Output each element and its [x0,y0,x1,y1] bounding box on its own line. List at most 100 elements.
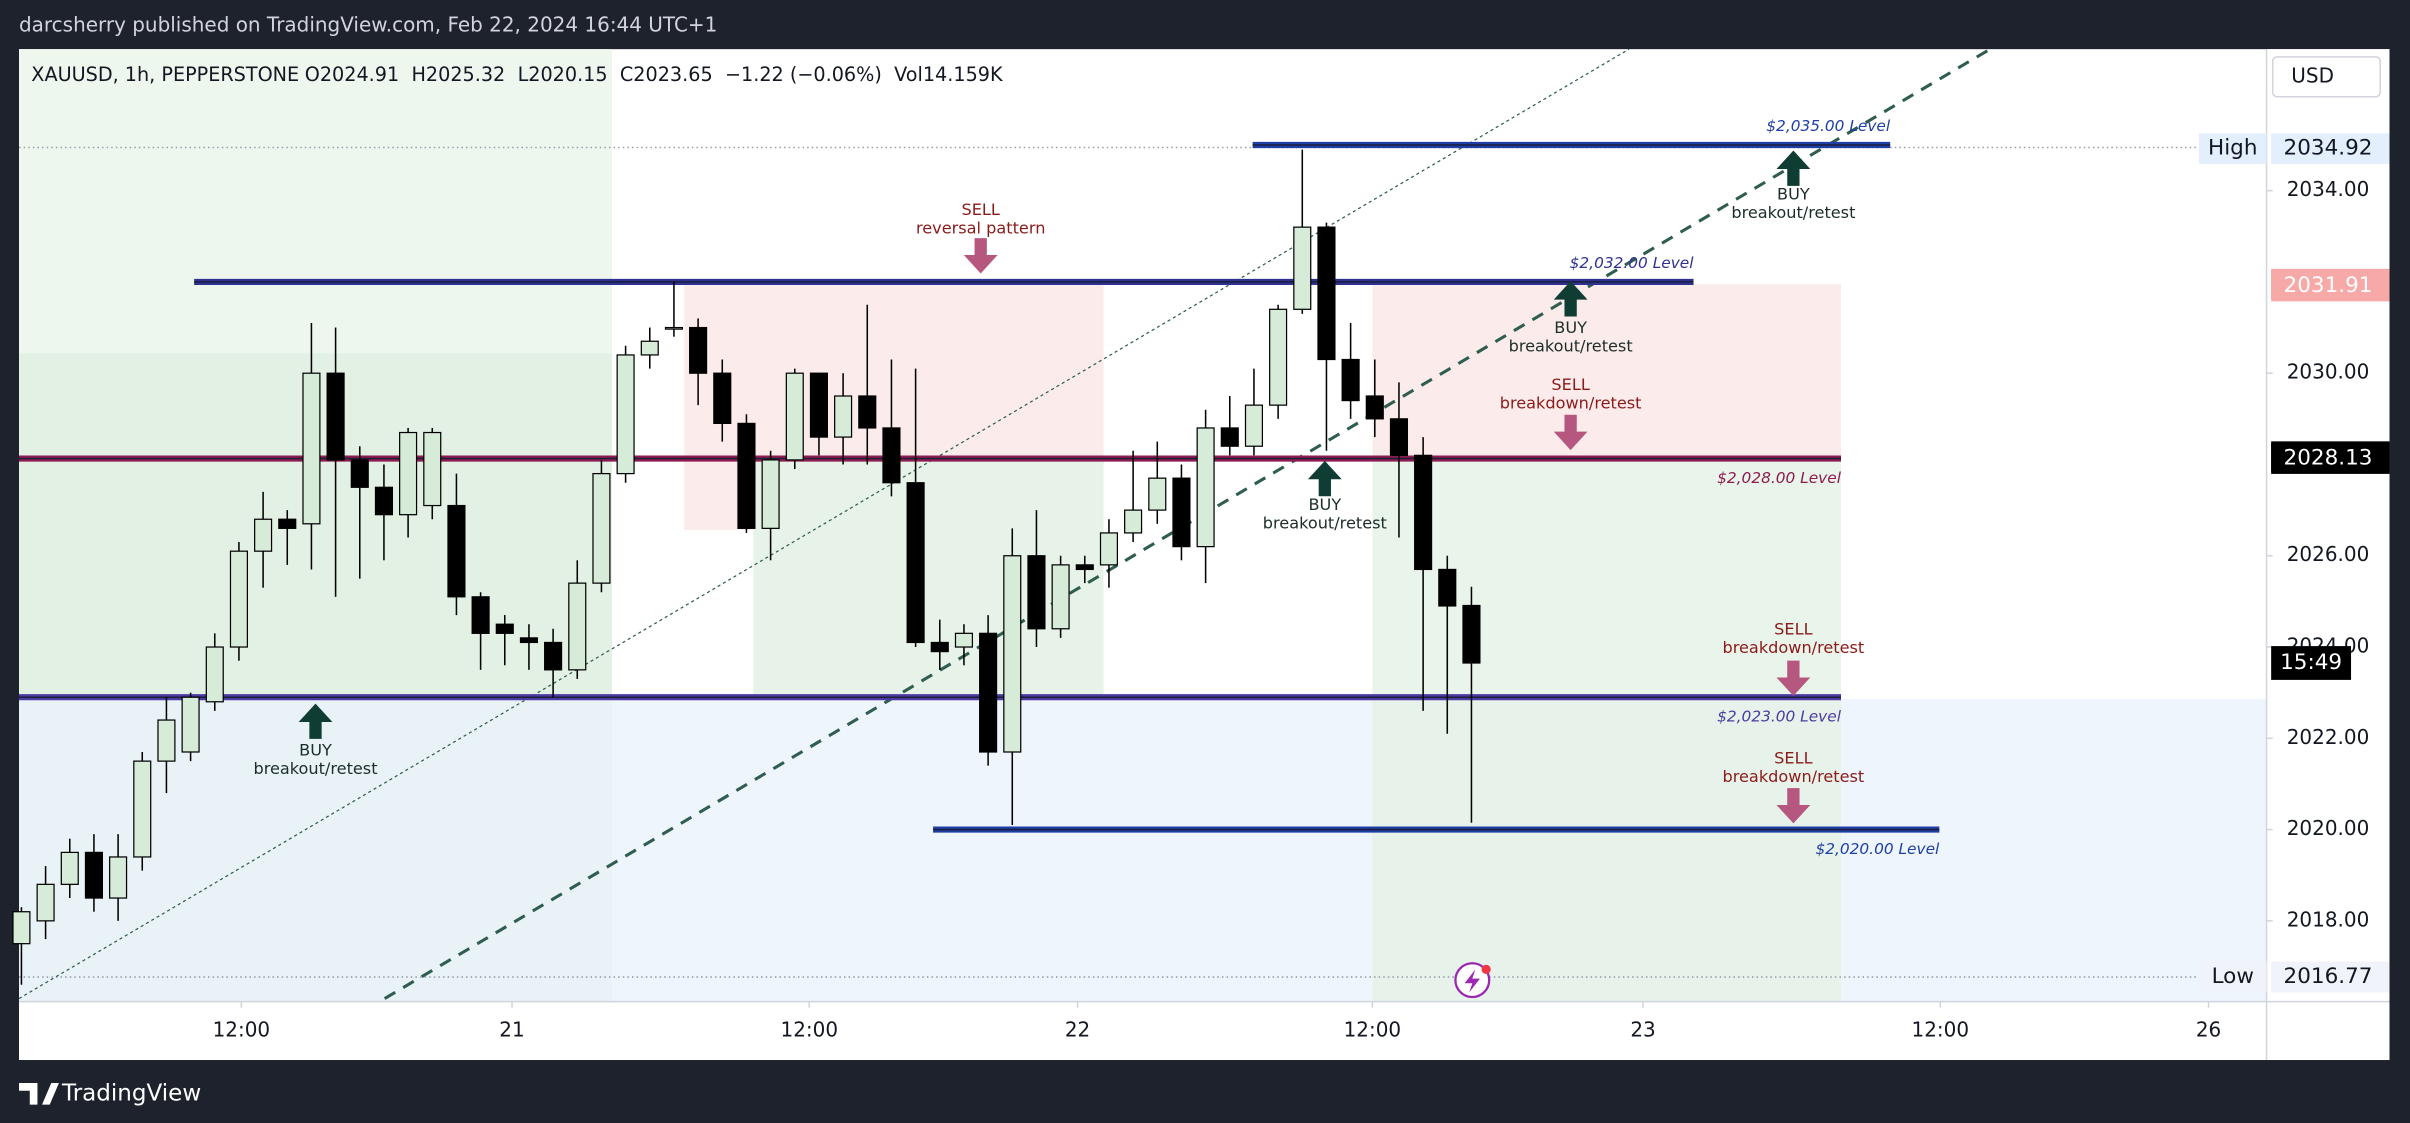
candle-body [229,550,248,648]
candle-body [713,372,732,425]
level-label: $2,020.00 Level [1815,840,1940,858]
ohlc-value: O2024.91 [305,63,399,86]
annotation-action: BUY [1308,495,1341,514]
annotation-note: breakout/retest [1509,337,1633,356]
price-badge [2271,443,2390,474]
price-badge-label: High [2208,136,2257,161]
candle-body [399,431,418,516]
candle-body [205,646,224,703]
candle-body [809,372,829,438]
annotation-note: breakout/retest [253,759,377,778]
annotation-note: reversal pattern [916,218,1045,237]
countdown-badge [2271,646,2352,680]
candle-body [423,431,442,507]
level-label: $2,028.00 Level [1717,469,1842,487]
price-badge-value: 2031.91 [2284,273,2373,298]
candle-body [737,422,756,529]
candle-body [640,340,659,356]
candle-body [1003,555,1022,753]
annotation-note: breakdown/retest [1723,638,1865,657]
price-axis [2266,49,2390,1061]
ohlc-value: L2020.15 [518,63,608,86]
price-badge-value: 2028.13 [2284,446,2373,471]
candle-body [350,459,369,488]
candle-body [616,354,635,475]
annotation-action: BUY [1777,185,1810,204]
candle-body [1389,418,1409,456]
countdown: 15:49 [2280,650,2342,675]
annotation-note: breakdown/retest [1723,767,1865,786]
currency-button[interactable] [2271,56,2382,98]
candle-body [568,582,587,671]
trend-line [18,48,1630,1000]
candle-body [495,623,514,634]
candle-body [882,427,901,484]
candle-body [689,326,708,374]
candle-body [1124,509,1143,534]
candle-body [1244,404,1264,447]
candle-body [834,395,853,438]
candle-body [1365,395,1384,420]
candle-body [1414,454,1433,571]
candle-body [84,851,103,899]
ohlc-value: −1.22 (−0.06%) [725,63,882,86]
candle-body [302,372,321,525]
price-badge [2271,961,2390,993]
candle-body [254,518,273,552]
candle-body [36,883,55,922]
brand: TradingView [61,1080,201,1106]
y-tick-label: 2018.00 [2287,907,2370,931]
currency[interactable]: USD [2291,63,2334,87]
brand-logo [19,1083,59,1105]
candle-body [1269,308,1288,406]
x-tick-label: 21 [499,1017,524,1041]
candle-body [954,632,974,648]
annotation-action: SELL [962,200,1000,219]
candle-body [374,486,394,516]
y-tick-label: 2026.00 [2287,542,2370,566]
plot: $2,035.00 Level $2,032.00 Level $2,028.00 … [12,117,1940,985]
candle-body [1172,477,1191,548]
x-tick-label: 12:00 [1912,1017,1970,1041]
event-dot [1481,964,1491,974]
candle-body [1148,477,1167,511]
y-tick-label: 2034.00 [2287,177,2370,201]
ohlc-value: H2025.32 [411,63,505,86]
candle-body [761,459,780,529]
candle-body [157,719,176,762]
candle-body [930,641,949,653]
zone [753,460,1104,699]
zone [1372,284,1842,457]
candle-body [1220,427,1239,447]
level-label: $2,023.00 Level [1717,708,1842,726]
y-tick-label: 2030.00 [2287,360,2370,384]
candle-body [906,482,925,644]
candle-body [544,641,563,671]
x-tick-label: 26 [2196,1017,2221,1041]
annotation-arrow [1776,788,1811,824]
price-badge-value: 2016.77 [2284,964,2373,989]
symbol: XAUUSD, 1h, PEPPERSTONE [31,63,299,86]
price-badge [2271,133,2390,165]
annotation-action: SELL [1774,619,1812,638]
annotation-arrow [1776,150,1811,186]
x-tick-label: 12:00 [1344,1017,1402,1041]
x-tick-label: 22 [1065,1017,1090,1041]
annotation-note: breakout/retest [1263,513,1387,532]
candle-body [133,760,152,858]
candle-body [278,518,297,529]
annotation-action: SELL [1774,748,1812,767]
annotation-action: SELL [1551,375,1589,394]
candle-body [181,696,200,753]
annotation-note: breakout/retest [1731,203,1855,222]
candle-body [592,472,611,584]
candle-body [1317,226,1336,361]
candle-body [1099,532,1119,566]
x-tick-label: 12:00 [213,1017,271,1041]
annotation-arrow [1776,660,1811,696]
zone [1372,456,1842,1002]
candle-body [979,632,998,753]
price-badge-value: 2034.92 [2284,136,2373,161]
